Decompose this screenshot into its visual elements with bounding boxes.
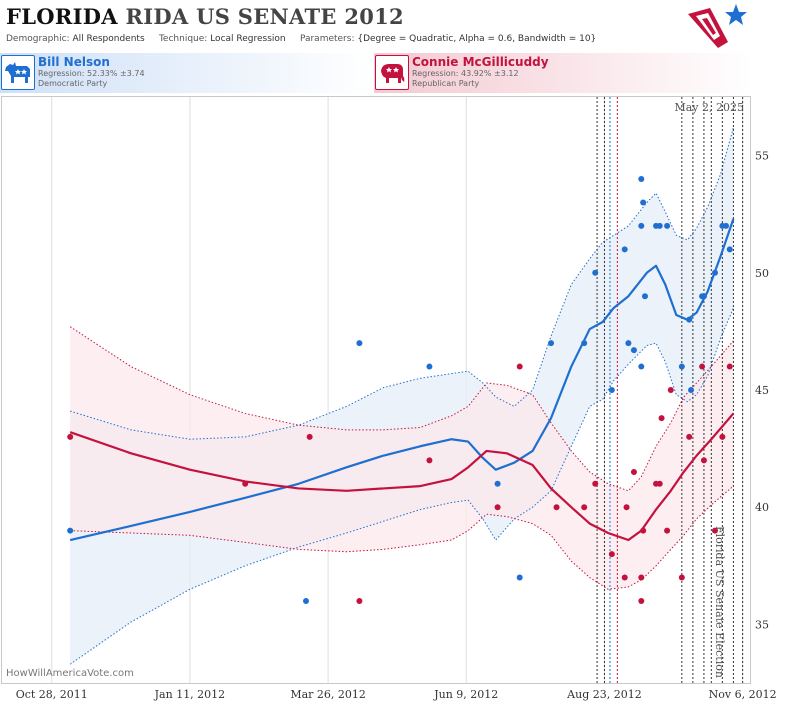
dem-poll-point: [625, 340, 632, 347]
x-tick-label: Aug 23, 2012: [566, 688, 642, 701]
race-title: RIDA US SENATE 2012: [125, 4, 404, 29]
rep-poll-point: [494, 504, 501, 511]
dem-poll-point: [678, 363, 685, 370]
dem-upper-bound: [70, 127, 734, 440]
election-label: Florida US Senate Election: [713, 526, 726, 678]
dem-poll-point: [656, 222, 663, 229]
rep-poll-point: [630, 469, 637, 476]
rep-poll-point: [664, 527, 671, 534]
x-tick-label: Jun 9, 2012: [433, 688, 498, 701]
y-tick-label: 50: [755, 267, 769, 280]
dem-poll-point: [686, 316, 693, 323]
dem-poll-point: [581, 340, 588, 347]
rep-poll-point: [553, 504, 560, 511]
x-tick-label: Nov 6, 2012: [709, 688, 777, 701]
rep-poll-point: [726, 363, 733, 370]
dem-poll-point: [356, 340, 363, 347]
page-title: FLORIDA RIDA US SENATE 2012: [6, 4, 404, 29]
rep-poll-point: [581, 504, 588, 511]
rep-poll-point: [700, 457, 707, 464]
dem-poll-point: [621, 246, 628, 253]
dem-poll-point: [592, 269, 599, 276]
rep-poll-point: [667, 387, 674, 393]
rep-poll-point: [719, 433, 726, 440]
rep-poll-point: [621, 574, 628, 581]
dem-party: Democratic Party: [38, 79, 108, 88]
plot-frame: [1, 96, 751, 684]
rep-poll-point: [686, 433, 693, 440]
dem-poll-point: [700, 293, 707, 300]
site-logo-icon[interactable]: [688, 2, 748, 50]
parameters-bar: Demographic: All Respondents Technique: …: [6, 34, 596, 44]
rep-poll-point: [658, 415, 665, 422]
y-tick-label: 35: [755, 618, 769, 631]
rep-poll-point: [638, 574, 645, 581]
candidate-card-dem[interactable]: Bill Nelson Regression: 52.33% ±3.74 Dem…: [0, 53, 374, 93]
dem-poll-point: [688, 387, 695, 393]
rep-confidence-band: [70, 326, 734, 590]
demographic-label: Demographic:: [6, 34, 70, 44]
rep-poll-point: [426, 457, 433, 464]
rep-poll-point: [711, 527, 718, 534]
y-tick-label: 40: [755, 501, 769, 514]
watermark: HowWillAmericaVote.com: [6, 668, 134, 679]
y-tick-label: 55: [755, 150, 769, 163]
dem-poll-point: [638, 363, 645, 370]
parameters-value: {Degree = Quadratic, Alpha = 0.6, Bandwi…: [357, 34, 597, 44]
dem-poll-point: [548, 340, 555, 347]
dem-poll-point: [302, 597, 309, 604]
rep-poll-point: [356, 597, 363, 604]
dem-poll-point: [494, 480, 501, 487]
state-name: FLORIDA: [6, 4, 118, 29]
dem-poll-point: [608, 387, 615, 393]
parameters-label: Parameters:: [299, 34, 355, 44]
dem-regression: Regression: 52.33% ±3.74: [38, 69, 145, 78]
dem-poll-point: [726, 246, 733, 253]
date-annotation: May 2, 2025: [674, 101, 744, 114]
dem-candidate-name: Bill Nelson: [38, 55, 110, 69]
rep-poll-point: [516, 363, 523, 370]
dem-poll-point: [516, 574, 523, 581]
x-tick-label: Jan 11, 2012: [154, 688, 226, 701]
dem-lower-bound: [69, 307, 734, 665]
rep-regression: Regression: 43.92% ±3.12: [412, 69, 519, 78]
dem-poll-point: [638, 222, 645, 229]
rep-poll-point: [608, 551, 615, 558]
y-tick-label: 45: [755, 384, 769, 397]
dem-poll-point: [711, 269, 718, 276]
rep-candidate-name: Connie McGillicuddy: [412, 55, 549, 69]
dem-poll-point: [641, 293, 648, 300]
dem-poll-point: [723, 222, 730, 229]
rep-poll-point: [623, 504, 630, 511]
elephant-icon: [375, 55, 409, 90]
dem-poll-point: [426, 363, 433, 370]
dem-trend-line: [69, 218, 735, 542]
dem-poll-point: [638, 176, 645, 183]
rep-poll-point: [592, 480, 599, 487]
rep-poll-point: [640, 527, 647, 534]
technique-label: Technique:: [158, 34, 208, 44]
rep-poll-point: [638, 597, 645, 604]
rep-poll-point: [306, 433, 313, 440]
rep-poll-point: [67, 433, 74, 440]
donkey-icon: [1, 55, 35, 90]
rep-poll-point: [678, 574, 685, 581]
x-tick-label: Oct 28, 2011: [16, 688, 88, 701]
rep-party: Republican Party: [412, 79, 480, 88]
dem-poll-point: [67, 527, 74, 534]
dem-poll-point: [640, 199, 647, 206]
rep-poll-point: [656, 480, 663, 487]
technique-value: Local Regression: [210, 34, 286, 44]
candidate-card-rep[interactable]: Connie McGillicuddy Regression: 43.92% ±…: [374, 53, 752, 93]
dem-poll-point: [630, 347, 637, 354]
rep-poll-point: [242, 480, 249, 487]
x-tick-label: Mar 26, 2012: [290, 688, 366, 701]
rep-trend-line: [69, 412, 735, 542]
demographic-value: All Respondents: [72, 34, 145, 44]
rep-poll-point: [699, 363, 706, 370]
dem-poll-point: [664, 222, 671, 229]
